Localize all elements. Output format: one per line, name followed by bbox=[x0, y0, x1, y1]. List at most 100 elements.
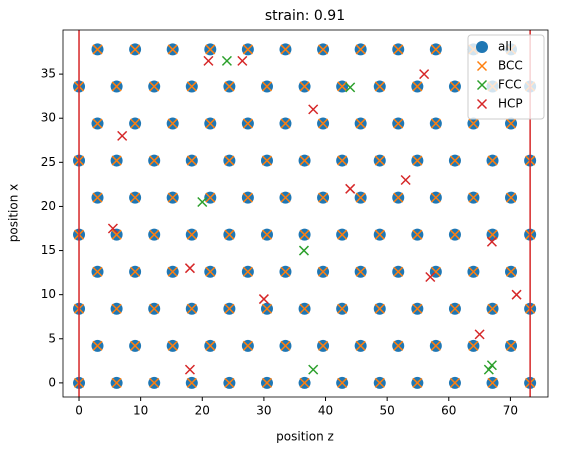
point bbox=[130, 118, 141, 129]
axes-frame bbox=[62, 29, 549, 398]
point bbox=[430, 340, 441, 351]
point bbox=[197, 197, 208, 208]
point bbox=[318, 118, 329, 129]
point bbox=[280, 192, 291, 203]
point bbox=[117, 130, 128, 141]
chart-title: strain: 0.91 bbox=[265, 8, 345, 24]
point bbox=[487, 303, 498, 314]
point bbox=[474, 329, 485, 340]
point bbox=[299, 229, 310, 240]
plot-area bbox=[73, 43, 537, 389]
point bbox=[337, 155, 348, 166]
point bbox=[449, 81, 460, 92]
x-tick-label: 40 bbox=[318, 404, 333, 418]
point bbox=[308, 104, 319, 115]
point bbox=[242, 266, 253, 277]
point bbox=[318, 340, 329, 351]
point bbox=[355, 44, 366, 55]
point bbox=[130, 192, 141, 203]
point bbox=[355, 340, 366, 351]
point bbox=[393, 266, 404, 277]
point bbox=[111, 377, 122, 388]
point bbox=[224, 155, 235, 166]
point bbox=[355, 266, 366, 277]
point bbox=[430, 44, 441, 55]
y-tick-label: 25 bbox=[41, 155, 56, 169]
point bbox=[280, 44, 291, 55]
point bbox=[261, 303, 273, 314]
point bbox=[374, 81, 385, 92]
legend-box bbox=[467, 34, 545, 120]
point bbox=[337, 377, 348, 388]
y-tick-label: 0 bbox=[48, 375, 56, 389]
point bbox=[412, 81, 423, 92]
x-tick-label: 30 bbox=[256, 404, 271, 418]
legend-label: all bbox=[498, 40, 512, 54]
point bbox=[393, 192, 404, 203]
point bbox=[242, 192, 253, 203]
point bbox=[92, 118, 103, 129]
point bbox=[345, 82, 356, 93]
point bbox=[487, 155, 498, 166]
point bbox=[221, 55, 232, 66]
point bbox=[412, 303, 423, 314]
point bbox=[149, 81, 160, 92]
point bbox=[374, 377, 385, 388]
point bbox=[298, 245, 309, 256]
legend-label: FCC bbox=[498, 78, 522, 92]
point bbox=[261, 377, 273, 388]
point bbox=[92, 44, 103, 55]
y-tick-label: 30 bbox=[41, 111, 56, 125]
point bbox=[92, 340, 103, 351]
point bbox=[308, 364, 319, 375]
point bbox=[374, 155, 385, 166]
point bbox=[468, 192, 479, 203]
point bbox=[224, 229, 235, 240]
point bbox=[505, 266, 517, 277]
point bbox=[205, 340, 216, 351]
point bbox=[430, 192, 441, 203]
point bbox=[486, 360, 497, 371]
point bbox=[318, 192, 329, 203]
y-tick-label: 20 bbox=[41, 199, 56, 213]
point bbox=[111, 81, 122, 92]
point bbox=[299, 303, 310, 314]
point bbox=[111, 155, 122, 166]
point bbox=[186, 155, 197, 166]
point bbox=[487, 377, 498, 388]
point bbox=[149, 303, 160, 314]
point bbox=[299, 377, 310, 388]
x-tick-label: 0 bbox=[75, 404, 83, 418]
point bbox=[505, 118, 517, 129]
point bbox=[345, 183, 356, 194]
point bbox=[203, 55, 214, 66]
point bbox=[337, 303, 348, 314]
point bbox=[130, 44, 141, 55]
point bbox=[186, 229, 197, 240]
point bbox=[167, 192, 178, 203]
point bbox=[468, 118, 479, 129]
point bbox=[186, 377, 197, 388]
y-tick-label: 35 bbox=[41, 67, 56, 81]
point bbox=[280, 340, 291, 351]
point bbox=[111, 229, 122, 240]
y-tick-label: 10 bbox=[41, 287, 56, 301]
point bbox=[167, 266, 178, 277]
point bbox=[355, 118, 366, 129]
x-tick-label: 20 bbox=[195, 404, 210, 418]
point bbox=[425, 271, 436, 283]
point bbox=[242, 44, 253, 55]
legend-label: HCP bbox=[498, 97, 523, 111]
point bbox=[449, 155, 460, 166]
x-tick-label: 50 bbox=[380, 404, 395, 418]
point bbox=[449, 303, 460, 314]
point bbox=[468, 266, 479, 277]
point bbox=[318, 44, 329, 55]
point bbox=[205, 44, 216, 55]
point bbox=[393, 340, 404, 351]
point bbox=[261, 155, 273, 166]
point bbox=[318, 266, 329, 277]
legend-marker bbox=[476, 98, 488, 110]
x-axis-label: position z bbox=[276, 430, 334, 444]
point bbox=[261, 229, 273, 240]
